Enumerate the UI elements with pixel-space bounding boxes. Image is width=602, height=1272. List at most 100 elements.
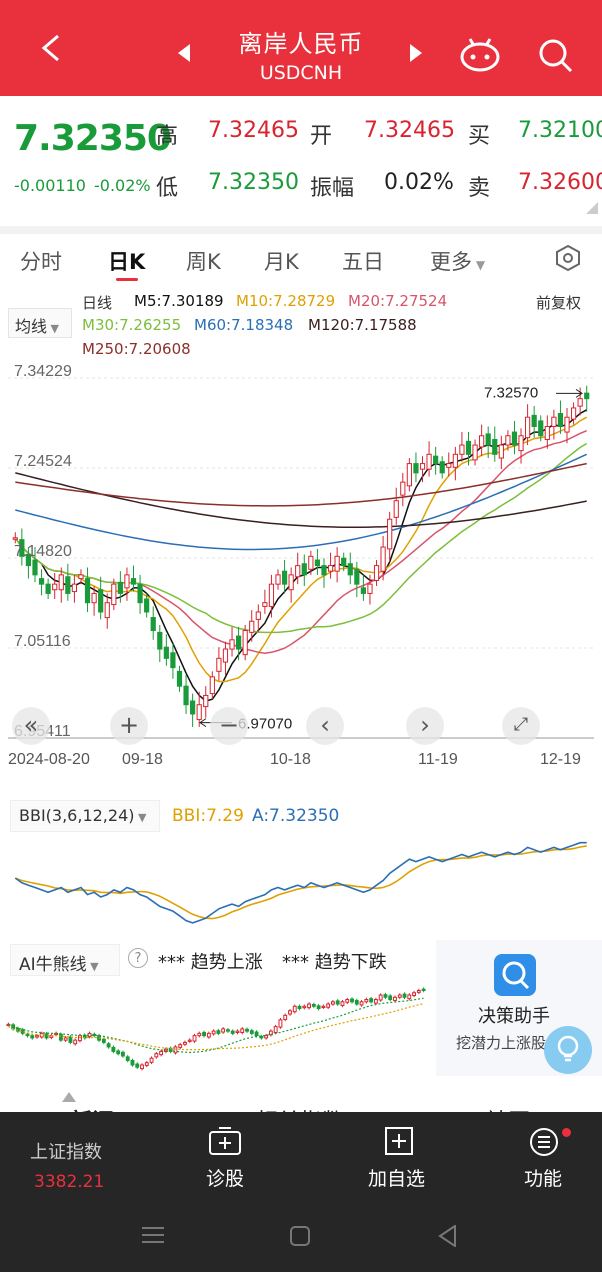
candle-body	[577, 398, 583, 407]
candle-body	[387, 518, 393, 550]
tab-weekly-k[interactable]: 周K	[186, 250, 221, 274]
high-value: 7.32465	[208, 118, 299, 143]
tab-more-label: 更多	[430, 250, 472, 274]
ai-selector-label: AI牛熊线	[19, 955, 87, 975]
candle-body	[275, 574, 281, 585]
tab-news[interactable]: 新闻	[70, 1104, 114, 1112]
zoom-in-button[interactable]: +	[110, 707, 148, 745]
bbi-selector[interactable]: BBI(3,6,12,24) ▼	[10, 800, 160, 832]
index-name[interactable]: 上证指数	[30, 1142, 102, 1163]
tab-monthly-k[interactable]: 月K	[264, 250, 299, 274]
candle-body	[117, 581, 123, 594]
tab-intraday[interactable]: 分时	[20, 250, 62, 274]
help-icon[interactable]: ?	[128, 948, 148, 968]
candle-body	[511, 431, 518, 446]
tab-community[interactable]: 社区	[486, 1104, 530, 1112]
prev-symbol-icon[interactable]	[178, 44, 192, 62]
ai-candle-body	[35, 1035, 39, 1038]
next-page-button[interactable]: ›	[406, 707, 444, 745]
candle-body	[249, 620, 255, 633]
ma-selector[interactable]: 均线 ▼	[8, 308, 72, 338]
function-label[interactable]: 功能	[524, 1168, 563, 1190]
period-label: 日线	[82, 294, 113, 312]
kline-chart[interactable]: 7.342297.245247.148207.051166.954112024-…	[0, 360, 602, 800]
menu-function-icon[interactable]	[528, 1126, 560, 1158]
news-tab-row: 新闻 相关指数 社区	[0, 1084, 602, 1112]
candle-body	[288, 574, 294, 591]
bbi-chart[interactable]	[0, 832, 602, 936]
price-change-pct: -0.02%	[94, 176, 151, 195]
decision-assistant-panel[interactable]: 决策助手 挖潜力上涨股	[436, 940, 602, 1076]
ma120-line	[15, 472, 587, 528]
tab-daily-k[interactable]: 日K	[108, 250, 146, 274]
ma30-line	[14, 442, 588, 634]
ai-candle-body	[245, 1028, 249, 1032]
expand-corner-icon[interactable]	[586, 202, 598, 214]
ai-candle-body	[412, 992, 416, 996]
amplitude-label: 振幅	[310, 176, 355, 201]
candle-body	[281, 570, 288, 585]
search-icon[interactable]	[538, 38, 574, 74]
candle-body	[426, 453, 432, 470]
ai-candle-body	[144, 1062, 149, 1066]
assistant-subtitle: 挖潜力上涨股	[456, 1034, 547, 1052]
candle-body	[19, 539, 25, 557]
settings-hexagon-icon[interactable]	[554, 244, 582, 272]
section-divider	[0, 226, 602, 234]
candle-body	[479, 435, 485, 448]
diagnose-stock-label[interactable]: 诊股	[206, 1168, 245, 1190]
adjust-label[interactable]: 前复权	[536, 294, 582, 312]
ai-candle-body	[326, 1003, 331, 1008]
ma250-value: M250:7.20608	[82, 340, 191, 358]
assistant-title: 决策助手	[478, 1006, 550, 1027]
ai-candle-body	[192, 1035, 197, 1042]
candle-body	[419, 463, 426, 470]
ai-candle-body	[130, 1059, 135, 1066]
max-arrow-icon	[556, 388, 583, 398]
candle-body	[144, 598, 150, 613]
ai-candle-body	[335, 1000, 340, 1005]
candle-body	[150, 617, 156, 632]
ai-bull-bear-chart[interactable]	[0, 978, 436, 1080]
zoom-out-button[interactable]: −	[210, 707, 248, 745]
chevron-down-icon: ▼	[472, 258, 486, 272]
android-back-icon[interactable]	[438, 1225, 456, 1247]
android-menu-icon[interactable]	[142, 1226, 164, 1244]
ma250-line	[15, 462, 587, 507]
candle-body	[373, 565, 380, 581]
index-value: 3382.21	[34, 1172, 105, 1192]
chevron-down-icon: ▼	[134, 811, 147, 824]
tab-more[interactable]: 更多 ▼	[430, 246, 485, 276]
prev-page-button[interactable]: ‹	[306, 707, 344, 745]
scroll-left-button[interactable]: «	[12, 707, 50, 745]
candle-body	[485, 433, 491, 446]
ai-candle-body	[359, 1001, 364, 1006]
tab-related-index[interactable]: 相关指数	[256, 1104, 344, 1112]
android-home-icon[interactable]	[290, 1226, 310, 1246]
candle-body	[584, 392, 590, 400]
ai-candle-body	[345, 999, 350, 1003]
next-symbol-icon[interactable]	[408, 44, 422, 62]
candle-body	[137, 583, 143, 604]
ai-candle-body	[416, 990, 421, 993]
candle-body	[98, 589, 104, 613]
candle-body	[347, 563, 353, 576]
bbi-value: BBI:7.29	[172, 806, 244, 826]
add-watchlist-label[interactable]: 加自选	[368, 1168, 426, 1190]
ai-trend-up-line	[8, 1003, 424, 1051]
ai-line-selector[interactable]: AI牛熊线 ▼	[10, 944, 120, 976]
tab-five-day[interactable]: 五日	[342, 250, 384, 274]
back-arrow-icon[interactable]	[38, 34, 66, 62]
robot-assistant-icon[interactable]	[459, 38, 501, 72]
candle-body	[321, 565, 327, 576]
lightbulb-icon[interactable]	[544, 1026, 592, 1074]
notification-dot	[562, 1128, 571, 1137]
candle-body	[209, 676, 215, 695]
add-watchlist-icon[interactable]	[384, 1126, 414, 1156]
fullscreen-button[interactable]: ⤢	[502, 707, 540, 745]
amplitude-value: 0.02%	[384, 170, 454, 195]
candle-body	[176, 670, 183, 687]
diagnose-stock-icon[interactable]	[208, 1126, 242, 1158]
candle-body	[130, 578, 137, 585]
ai-candle-body	[230, 1030, 235, 1034]
